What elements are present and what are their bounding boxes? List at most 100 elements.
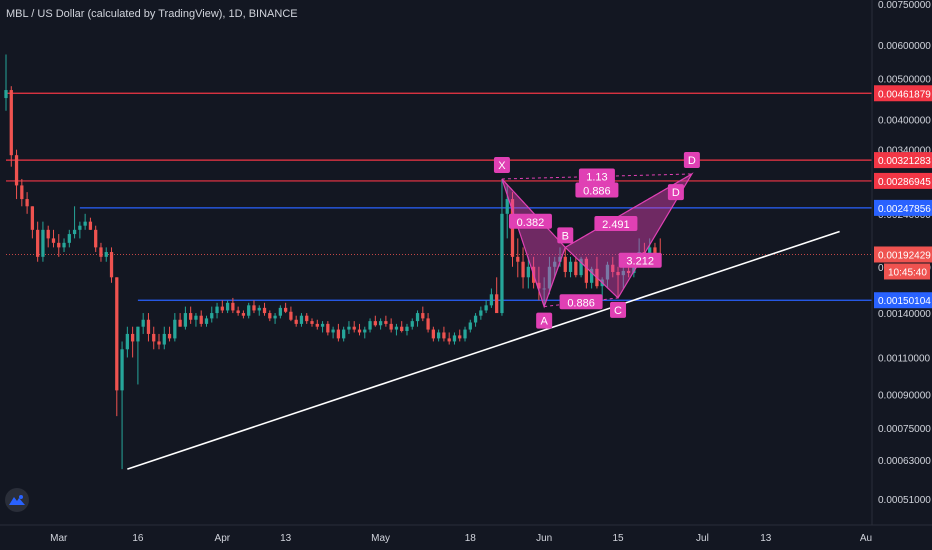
up-candle: [273, 313, 277, 324]
down-candle: [584, 256, 589, 289]
last-price-tag-box: [874, 246, 932, 263]
candle-body: [72, 229, 77, 235]
candle-body: [157, 341, 161, 345]
up-candle: [410, 318, 414, 330]
candles: [4, 54, 662, 470]
ratio-label-box: [578, 168, 615, 184]
pattern-point-c: C: [610, 301, 627, 318]
candle-body: [553, 261, 557, 267]
candle-body: [94, 229, 98, 248]
time-tick-label: 15: [612, 533, 624, 544]
candle-body: [57, 242, 61, 248]
down-candle: [563, 247, 567, 278]
up-candle: [136, 326, 140, 385]
candle-body: [579, 258, 583, 276]
candle-body: [521, 261, 525, 278]
price-tick-label: 0.00750000: [878, 0, 931, 11]
down-candle: [157, 333, 161, 350]
ratio-label: 1.13: [578, 168, 615, 184]
candle-body: [415, 313, 420, 322]
candle-body: [621, 270, 625, 276]
candle-body: [252, 305, 256, 311]
up-candle: [194, 313, 198, 327]
level-price-tag-box: [874, 172, 932, 189]
down-candle: [57, 234, 61, 257]
up-candle: [41, 221, 45, 262]
level-price-tag-box: [874, 199, 932, 216]
candle-body: [273, 315, 277, 319]
level-price-tag-box: [874, 152, 932, 169]
candle-body: [447, 338, 451, 342]
down-candle: [421, 306, 425, 322]
pattern-guide-xd: [501, 173, 692, 180]
candle-body: [458, 335, 462, 339]
pattern-point-b: B: [557, 227, 574, 244]
candle-body: [357, 329, 362, 333]
candle-body: [495, 294, 499, 314]
pattern-point-text: D: [672, 187, 680, 199]
up-candle: [347, 321, 351, 334]
ratio-label-text: 3.212: [626, 256, 654, 268]
up-candle: [468, 319, 472, 333]
time-axis[interactable]: Mar 16 Apr 13 May 18 Jun 15 Jul 13 Au: [0, 524, 932, 550]
down-candle: [305, 313, 309, 324]
time-tick-label: 16: [132, 533, 144, 544]
candle-body: [537, 282, 541, 289]
tradingview-logo-icon[interactable]: [5, 488, 29, 512]
candle-body: [378, 321, 383, 326]
price-axis[interactable]: 0.00750000 0.00600000 0.00500000 0.00400000…: [871, 0, 932, 550]
candle-body: [278, 307, 282, 316]
down-candle: [352, 321, 356, 333]
candle-body: [526, 266, 530, 278]
up-candle: [278, 305, 282, 319]
candle-body: [616, 271, 620, 276]
down-candle: [30, 206, 35, 239]
candle-body: [547, 266, 552, 289]
candle-body: [442, 332, 446, 339]
countdown-tag: 10:45:40: [884, 263, 930, 280]
candle-body: [20, 185, 24, 200]
tradingview-logo-glyph: [9, 495, 25, 505]
pattern-point-box: [536, 312, 553, 329]
up-candle: [320, 321, 325, 333]
symbol-title: MBL / US Dollar (calculated by TradingVi…: [6, 8, 298, 20]
down-candle: [537, 266, 541, 301]
time-tick-label: Au: [860, 533, 872, 544]
down-candle: [51, 229, 56, 248]
up-candle: [120, 341, 124, 470]
up-candle: [104, 247, 108, 262]
down-candle: [447, 332, 451, 345]
down-candle: [458, 329, 462, 342]
candle-body: [262, 307, 267, 314]
candle-body: [452, 335, 457, 342]
up-candle: [378, 318, 383, 330]
candle-body: [484, 305, 488, 311]
candle-body: [178, 319, 182, 327]
time-tick-label: Jul: [696, 533, 709, 544]
pattern-triangle-xab: [501, 178, 566, 309]
candle-body: [400, 326, 404, 332]
candle-body: [215, 306, 219, 314]
candle-body: [30, 206, 35, 230]
candle-body: [648, 247, 652, 257]
time-tick-label: Apr: [215, 533, 231, 544]
down-candle: [310, 318, 314, 327]
pattern-point-text: B: [562, 230, 569, 242]
up-candle: [72, 206, 77, 239]
candle-body: [225, 302, 230, 311]
up-candle: [415, 310, 420, 327]
ratio-label-text: 1.13: [586, 171, 607, 183]
up-candle: [162, 326, 166, 350]
candle-body: [236, 310, 240, 314]
candle-body: [500, 213, 504, 314]
price-tick-label: 0.00051000: [878, 495, 931, 506]
candle-body: [505, 199, 509, 214]
support-trendline: [127, 230, 840, 470]
ratio-label: 0.382: [508, 213, 552, 229]
candle-body: [125, 333, 129, 350]
level-price-tag: 0.00461879: [874, 85, 932, 102]
up-candle: [331, 326, 335, 339]
down-candle: [231, 297, 235, 314]
up-candle: [479, 306, 483, 320]
